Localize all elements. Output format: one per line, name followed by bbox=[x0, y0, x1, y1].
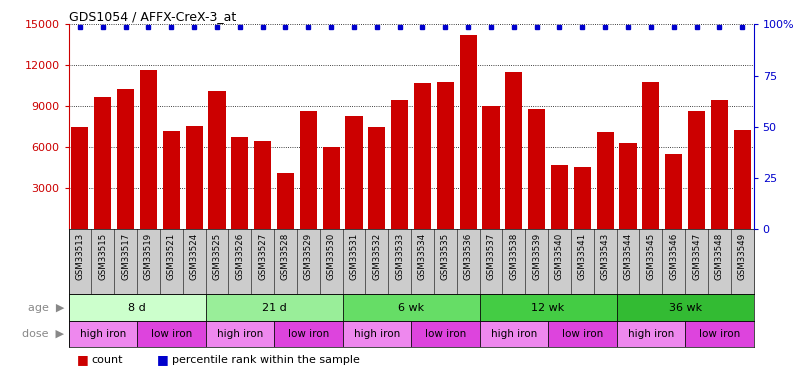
Text: GSM33549: GSM33549 bbox=[737, 233, 746, 280]
Bar bbox=[617, 321, 685, 347]
Text: low iron: low iron bbox=[425, 329, 466, 339]
Text: GSM33530: GSM33530 bbox=[326, 233, 335, 280]
Bar bbox=[206, 321, 274, 347]
Bar bbox=[505, 72, 522, 230]
Text: GSM33546: GSM33546 bbox=[669, 233, 678, 280]
Text: GSM33548: GSM33548 bbox=[715, 233, 724, 280]
Bar bbox=[300, 111, 317, 230]
Bar bbox=[69, 294, 206, 321]
Text: GSM33539: GSM33539 bbox=[532, 233, 541, 280]
Bar bbox=[346, 116, 363, 230]
Text: count: count bbox=[91, 355, 123, 364]
Text: GSM33547: GSM33547 bbox=[692, 233, 701, 280]
Bar bbox=[733, 130, 750, 230]
Bar bbox=[574, 166, 591, 230]
Bar bbox=[411, 321, 480, 347]
Text: 21 d: 21 d bbox=[262, 303, 286, 312]
Text: GSM33532: GSM33532 bbox=[372, 233, 381, 280]
Bar bbox=[343, 294, 480, 321]
Text: GSM33531: GSM33531 bbox=[350, 233, 359, 280]
Bar bbox=[665, 154, 682, 230]
Text: low iron: low iron bbox=[288, 329, 329, 339]
Text: GSM33543: GSM33543 bbox=[600, 233, 609, 280]
Bar bbox=[343, 321, 411, 347]
Text: ■: ■ bbox=[77, 353, 89, 366]
Bar bbox=[277, 173, 294, 230]
Text: high iron: high iron bbox=[491, 329, 537, 339]
Bar bbox=[483, 106, 500, 230]
Bar bbox=[72, 127, 89, 230]
Bar bbox=[551, 165, 568, 230]
Text: GSM33535: GSM33535 bbox=[441, 233, 450, 280]
Bar bbox=[480, 294, 617, 321]
Text: GSM33526: GSM33526 bbox=[235, 233, 244, 280]
Text: GSM33536: GSM33536 bbox=[463, 233, 472, 280]
Bar bbox=[528, 109, 545, 230]
Bar bbox=[414, 83, 431, 230]
Bar bbox=[596, 132, 613, 230]
Bar bbox=[163, 131, 180, 230]
Text: GSM33528: GSM33528 bbox=[281, 233, 290, 280]
Text: GSM33527: GSM33527 bbox=[258, 233, 267, 280]
Bar bbox=[688, 111, 705, 230]
Text: GSM33541: GSM33541 bbox=[578, 233, 587, 280]
Bar bbox=[617, 294, 754, 321]
Bar bbox=[322, 147, 339, 230]
Text: ■: ■ bbox=[157, 353, 169, 366]
Text: GSM33525: GSM33525 bbox=[213, 233, 222, 280]
Text: low iron: low iron bbox=[699, 329, 740, 339]
Bar bbox=[94, 97, 111, 230]
Text: GSM33524: GSM33524 bbox=[189, 233, 198, 280]
Text: GSM33534: GSM33534 bbox=[418, 233, 427, 280]
Text: 36 wk: 36 wk bbox=[668, 303, 702, 312]
Text: low iron: low iron bbox=[562, 329, 603, 339]
Bar bbox=[548, 321, 617, 347]
Bar bbox=[274, 321, 343, 347]
Bar bbox=[685, 321, 754, 347]
Text: GSM33544: GSM33544 bbox=[624, 233, 633, 280]
Bar bbox=[368, 127, 385, 230]
Text: high iron: high iron bbox=[217, 329, 263, 339]
Text: GSM33537: GSM33537 bbox=[487, 233, 496, 280]
Text: dose  ▶: dose ▶ bbox=[23, 329, 64, 339]
Bar bbox=[209, 92, 226, 230]
Bar bbox=[117, 88, 134, 230]
Bar bbox=[185, 126, 202, 230]
Bar bbox=[231, 136, 248, 230]
Text: 12 wk: 12 wk bbox=[531, 303, 565, 312]
Bar bbox=[137, 321, 206, 347]
Bar bbox=[69, 321, 137, 347]
Text: GDS1054 / AFFX-CreX-3_at: GDS1054 / AFFX-CreX-3_at bbox=[69, 10, 236, 23]
Text: GSM33533: GSM33533 bbox=[395, 233, 404, 280]
Bar bbox=[391, 100, 408, 230]
Text: age  ▶: age ▶ bbox=[28, 303, 64, 312]
Text: high iron: high iron bbox=[628, 329, 674, 339]
Text: high iron: high iron bbox=[80, 329, 126, 339]
Text: GSM33538: GSM33538 bbox=[509, 233, 518, 280]
Text: GSM33517: GSM33517 bbox=[121, 233, 130, 280]
Bar bbox=[711, 100, 728, 230]
Text: GSM33529: GSM33529 bbox=[304, 233, 313, 280]
Text: GSM33545: GSM33545 bbox=[646, 233, 655, 280]
Bar bbox=[620, 143, 637, 230]
Bar bbox=[480, 321, 548, 347]
Text: 8 d: 8 d bbox=[128, 303, 146, 312]
Text: GSM33513: GSM33513 bbox=[76, 233, 85, 280]
Bar bbox=[140, 69, 157, 230]
Text: GSM33519: GSM33519 bbox=[144, 233, 153, 280]
Text: high iron: high iron bbox=[354, 329, 400, 339]
Bar bbox=[437, 82, 454, 230]
Text: percentile rank within the sample: percentile rank within the sample bbox=[172, 355, 359, 364]
Text: GSM33515: GSM33515 bbox=[98, 233, 107, 280]
Text: 6 wk: 6 wk bbox=[398, 303, 424, 312]
Text: low iron: low iron bbox=[151, 329, 192, 339]
Bar bbox=[254, 141, 271, 230]
Text: GSM33521: GSM33521 bbox=[167, 233, 176, 280]
Bar bbox=[642, 82, 659, 230]
Bar bbox=[459, 35, 476, 230]
Bar bbox=[206, 294, 343, 321]
Text: GSM33540: GSM33540 bbox=[555, 233, 564, 280]
